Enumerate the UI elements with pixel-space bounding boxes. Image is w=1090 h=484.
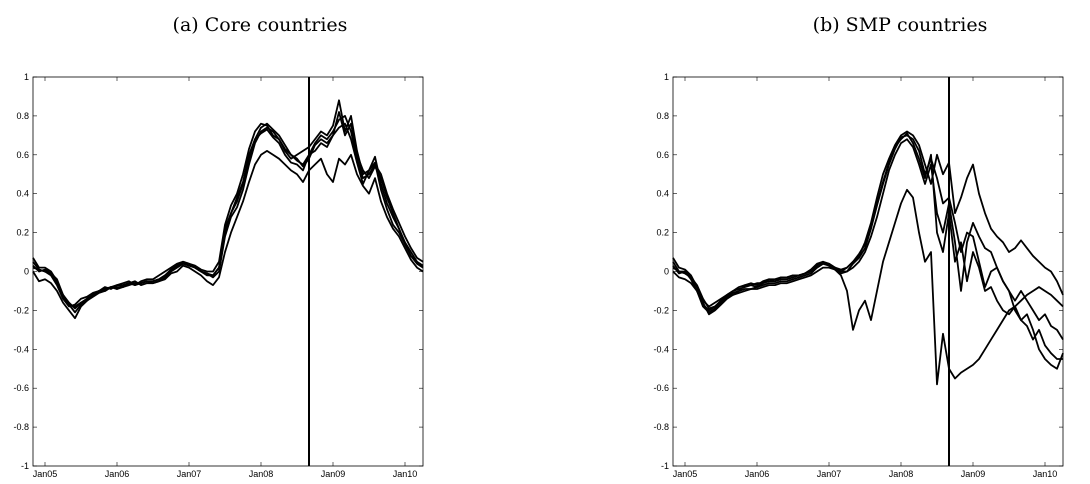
chart-a-xtick-label: Jan05 xyxy=(33,469,58,479)
chart-b-ytick-label: -1 xyxy=(661,461,669,471)
chart-b-ytick-label: 0.2 xyxy=(656,228,669,238)
chart-b-xtick-label: Jan05 xyxy=(673,469,698,479)
chart-a-series-line-2 xyxy=(32,99,424,308)
chart-b-xtick-label: Jan08 xyxy=(889,469,914,479)
chart-b-ytick-label: -0.6 xyxy=(653,383,669,393)
chart-b-ytick-label: -0.2 xyxy=(653,305,669,315)
chart-a-ytick-label: -0.2 xyxy=(13,305,29,315)
chart-a-ytick-label: 0.2 xyxy=(16,228,29,238)
chart-b-ytick-label: 1 xyxy=(664,72,669,82)
chart-a-series-line-4 xyxy=(32,122,424,308)
chart-a-ytick-label: 1 xyxy=(24,72,29,82)
chart-b-xtick-label: Jan10 xyxy=(1033,469,1058,479)
chart-b-series-line-1 xyxy=(672,130,1064,308)
chart-b-xtick-label: Jan06 xyxy=(745,469,770,479)
chart-a-axes-frame xyxy=(32,76,424,467)
chart-b-ytick-label: 0.6 xyxy=(656,150,669,160)
chart-a-ytick-label: 0 xyxy=(24,267,29,277)
chart-a-ytick-label: -0.4 xyxy=(13,344,29,354)
chart-a-xtick-label: Jan06 xyxy=(105,469,130,479)
chart-b-ytick-label: -0.4 xyxy=(653,344,669,354)
chart-b-title: (b) SMP countries xyxy=(812,14,988,36)
chart-b-ytick-label: 0 xyxy=(664,267,669,277)
chart-b-xtick-label: Jan09 xyxy=(961,469,986,479)
chart-b-xtick-label: Jan07 xyxy=(817,469,842,479)
chart-b-ytick-label: -0.8 xyxy=(653,422,669,432)
chart-a-ytick-label: -0.6 xyxy=(13,383,29,393)
chart-a-xtick-label: Jan07 xyxy=(177,469,202,479)
chart-a-ytick-label: 0.8 xyxy=(16,111,29,121)
chart-b-series-line-5 xyxy=(672,188,1064,386)
chart-b-series-line-3 xyxy=(672,138,1064,370)
chart-b-ytick-label: 0.4 xyxy=(656,189,669,199)
chart-a-series-line-5 xyxy=(32,150,424,320)
chart-a-xtick-label: Jan10 xyxy=(393,469,418,479)
chart-a-xtick-label: Jan09 xyxy=(321,469,346,479)
chart-b-series-line-4 xyxy=(672,132,1063,360)
chart-a-ytick-label: -0.8 xyxy=(13,422,29,432)
chart-a-title: (a) Core countries xyxy=(172,14,348,36)
chart-b-ytick-label: 0.8 xyxy=(656,111,669,121)
chart-a-xtick-label: Jan08 xyxy=(249,469,274,479)
chart-a-ytick-label: -1 xyxy=(21,461,29,471)
chart-a-ytick-label: 0.6 xyxy=(16,150,29,160)
chart-a-ytick-label: 0.4 xyxy=(16,189,29,199)
chart-b-axes-frame xyxy=(672,76,1064,467)
